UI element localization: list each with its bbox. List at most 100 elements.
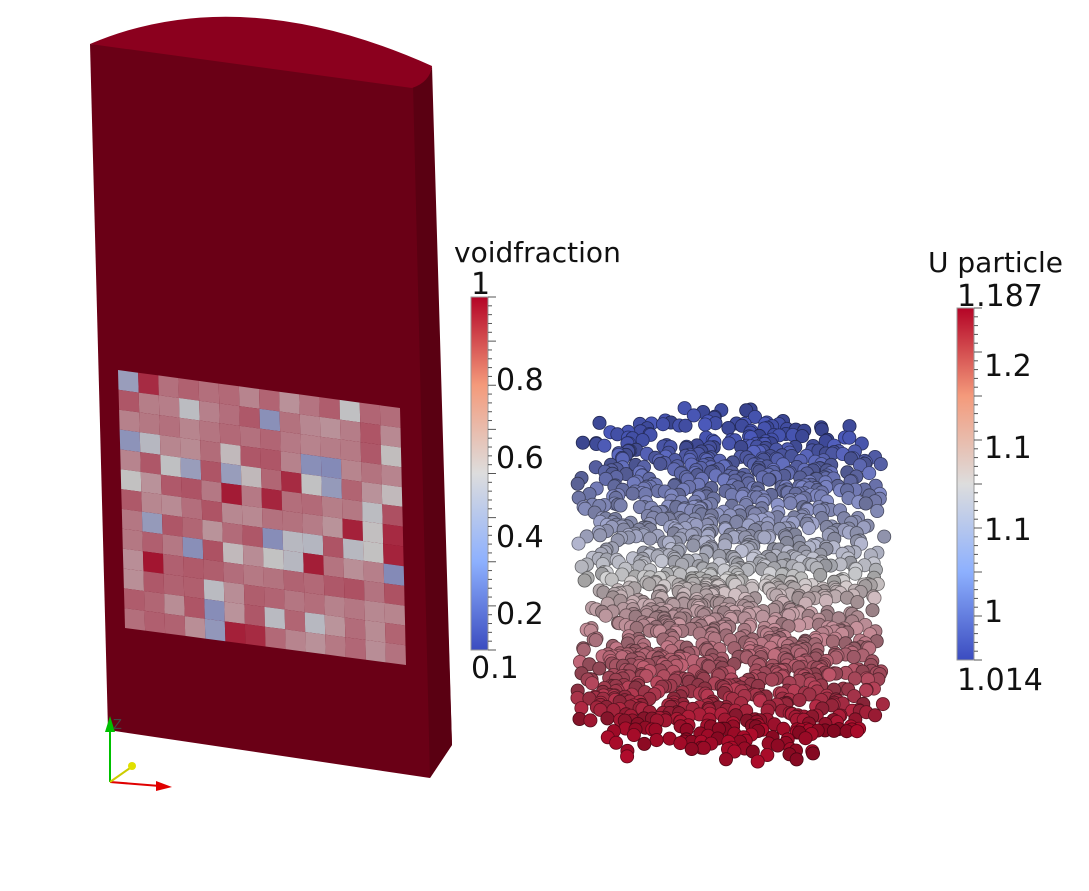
slice-cell xyxy=(281,470,302,494)
voidfraction-colorbar-ticks xyxy=(488,296,496,651)
slice-cell xyxy=(323,575,345,598)
particle xyxy=(696,740,711,755)
slice-cell xyxy=(260,448,282,471)
slice-cell xyxy=(182,517,203,540)
slice-cell xyxy=(300,453,322,477)
slice-cell xyxy=(343,558,364,581)
slice-cell xyxy=(363,560,385,584)
slice-cell xyxy=(284,589,305,613)
slice-cell xyxy=(203,579,225,602)
slice-cell xyxy=(141,491,162,515)
uparticle-tick-label: 1.2 xyxy=(984,349,1032,384)
slice-cell xyxy=(119,409,140,433)
slice-cell xyxy=(183,556,204,580)
slice-cell xyxy=(120,469,142,492)
particle xyxy=(848,566,863,581)
slice-cell xyxy=(162,514,183,537)
uparticle-colorbar-ticks xyxy=(974,307,982,661)
slice-cell xyxy=(319,397,340,420)
slice-cell xyxy=(304,612,326,635)
particle xyxy=(877,529,892,544)
slice-cell xyxy=(222,542,244,565)
slice-cell xyxy=(221,502,243,525)
slice-cell xyxy=(343,577,365,601)
slice-cell xyxy=(303,552,324,576)
slice-cell xyxy=(244,624,266,647)
particle xyxy=(748,409,763,424)
slice-cell xyxy=(243,564,264,588)
slice-cell xyxy=(199,400,220,424)
particle xyxy=(574,559,589,574)
slice-cell xyxy=(223,581,245,605)
slice-cell xyxy=(280,451,302,474)
slice-cell xyxy=(159,415,180,438)
slice-cell xyxy=(322,535,344,559)
slice-cell xyxy=(260,428,281,452)
slice-cell xyxy=(242,525,263,548)
slice-cell xyxy=(324,595,345,618)
particle xyxy=(593,528,608,543)
slice-cell xyxy=(360,422,381,445)
particle xyxy=(868,708,883,723)
uparticle-max-label: 1.187 xyxy=(957,279,1043,314)
slice-cell xyxy=(138,372,159,396)
particle xyxy=(577,573,592,588)
slice-cell xyxy=(138,392,160,416)
slice-cell xyxy=(158,375,179,398)
particle xyxy=(684,742,699,757)
slice-cell xyxy=(139,432,161,455)
slice-cell xyxy=(321,476,342,499)
slice-cell xyxy=(180,457,202,480)
z-axis-label: Z xyxy=(113,718,122,733)
particle xyxy=(625,486,640,501)
uparticle-colorbar-title: U particle xyxy=(928,246,1063,279)
slice-cell xyxy=(261,468,282,491)
slice-cell xyxy=(302,533,324,556)
slice-cell xyxy=(241,485,262,508)
voidfraction-tick-label: 0.4 xyxy=(496,520,544,555)
slice-cell xyxy=(340,439,362,462)
slice-cell xyxy=(122,548,144,572)
particle xyxy=(678,418,693,433)
slice-cell xyxy=(203,559,224,582)
slice-cell xyxy=(182,536,204,560)
voidfraction-colorbar xyxy=(470,296,496,651)
slice-cell xyxy=(140,471,162,495)
particle xyxy=(583,713,598,728)
voidfraction-min-label: 0.1 xyxy=(471,651,519,686)
particle xyxy=(571,536,586,551)
particle xyxy=(792,693,807,708)
slice-cell xyxy=(178,378,200,401)
slice-cell xyxy=(359,402,381,426)
particle xyxy=(842,430,857,445)
slice-cell xyxy=(179,417,201,441)
particle xyxy=(875,697,890,712)
particle xyxy=(604,572,619,587)
slice-cell xyxy=(324,614,346,638)
slice-cell xyxy=(239,406,260,429)
slice-cell xyxy=(282,510,303,533)
slice-cell xyxy=(302,513,323,536)
particle xyxy=(760,748,775,763)
slice-cell xyxy=(122,528,143,552)
particle xyxy=(635,433,650,448)
slice-cell xyxy=(204,598,225,622)
slice-cell xyxy=(344,597,365,621)
particle xyxy=(789,752,804,767)
particle xyxy=(783,496,798,511)
uparticle-tick-label: 1.1 xyxy=(984,513,1032,548)
slice-cell xyxy=(299,394,320,417)
slice-cell xyxy=(283,569,305,593)
slice-cell xyxy=(364,580,385,603)
particle xyxy=(850,724,865,739)
slice-cell xyxy=(223,561,244,585)
particle xyxy=(847,689,862,704)
particle xyxy=(592,661,607,676)
slice-cell xyxy=(242,544,264,568)
x-axis-line xyxy=(109,781,161,787)
slice-cell xyxy=(341,479,363,502)
particle xyxy=(592,415,607,430)
slice-cell xyxy=(220,443,241,466)
slice-cell xyxy=(160,474,182,498)
